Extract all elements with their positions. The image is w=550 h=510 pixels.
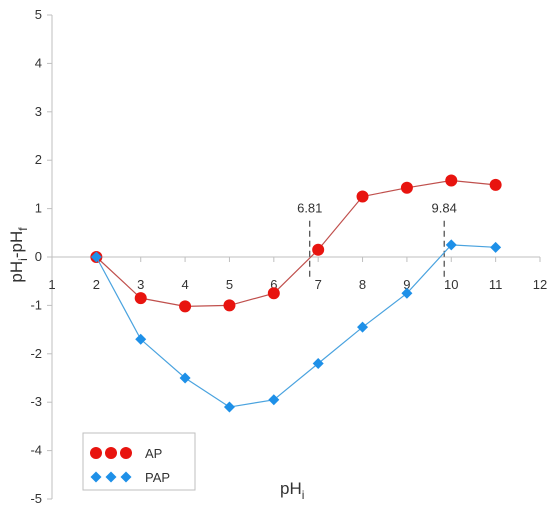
- y-tick-label: -1: [30, 297, 42, 312]
- legend-marker-pap: [120, 471, 132, 483]
- data-point-ap: [400, 181, 413, 194]
- data-point-ap: [489, 178, 502, 191]
- legend-marker-ap: [105, 447, 117, 459]
- annotation-label: 6.81: [297, 201, 322, 216]
- data-point-ap: [445, 174, 458, 187]
- y-axis-title-part-3: -pH: [7, 231, 26, 258]
- x-axis-title-sub: i: [302, 488, 305, 502]
- x-tick-label: 2: [93, 277, 100, 292]
- series: [90, 174, 502, 413]
- data-point-ap: [356, 190, 369, 203]
- x-tick-label: 6: [270, 277, 277, 292]
- x-tick-label: 11: [489, 277, 503, 292]
- y-tick-label: -4: [30, 443, 42, 458]
- data-point-pap: [357, 321, 369, 333]
- y-axis-title-part-2: i: [16, 258, 30, 261]
- annotation-label: 9.84: [432, 201, 457, 216]
- x-tick-label: 9: [403, 277, 410, 292]
- y-tick-label: 1: [35, 201, 42, 216]
- x-tick-label: 5: [226, 277, 233, 292]
- y-tick-label: -5: [30, 491, 42, 506]
- data-point-pap: [490, 241, 502, 253]
- x-tick-label: 8: [359, 277, 366, 292]
- y-axis-title-part-1: pH: [7, 261, 26, 283]
- y-tick-label: 0: [35, 249, 42, 264]
- data-point-pap: [223, 401, 235, 413]
- legend: AP PAP: [82, 432, 196, 491]
- legend-marker-pap: [90, 471, 102, 483]
- data-point-pap: [268, 394, 280, 406]
- data-point-pap: [312, 357, 324, 369]
- data-point-pap: [135, 333, 147, 345]
- y-tick-label: 4: [35, 55, 42, 70]
- data-point-ap: [223, 299, 236, 312]
- annotations: 6.81 9.84: [297, 201, 457, 279]
- legend-box: [82, 432, 196, 491]
- legend-marker-ap: [90, 447, 102, 459]
- legend-marker-ap: [120, 447, 132, 459]
- x-tick-label: 10: [444, 277, 458, 292]
- x-tick-label: 1: [48, 277, 55, 292]
- series-line-ap: [95, 179, 496, 307]
- data-point-pap: [90, 251, 102, 263]
- y-tick-label: 2: [35, 152, 42, 167]
- legend-label-pap: PAP: [145, 470, 170, 485]
- data-point-pap: [445, 239, 457, 251]
- x-tick-label: 4: [181, 277, 188, 292]
- data-point-ap: [179, 300, 192, 313]
- x-tick-label: 12: [533, 277, 547, 292]
- data-point-ap: [134, 292, 147, 305]
- data-point-ap: [312, 243, 325, 256]
- y-tick-label: 3: [35, 104, 42, 119]
- y-axis-title: pHi-pHf: [7, 227, 30, 283]
- data-point-ap: [267, 287, 280, 300]
- x-tick-label: 7: [315, 277, 322, 292]
- y-tick-label: 5: [35, 7, 42, 22]
- y-tick-label: -3: [30, 394, 42, 409]
- x-axis-title: pHi: [280, 479, 304, 502]
- y-axis-title-part-4: f: [16, 227, 30, 231]
- y-tick-label: -2: [30, 346, 42, 361]
- data-point-pap: [401, 287, 413, 299]
- data-point-pap: [179, 372, 191, 384]
- x-axis-title-main: pH: [280, 479, 302, 498]
- series-line-pap: [95, 244, 496, 408]
- legend-marker-pap: [105, 471, 117, 483]
- legend-label-ap: AP: [145, 446, 162, 461]
- x-tick-label: 3: [137, 277, 144, 292]
